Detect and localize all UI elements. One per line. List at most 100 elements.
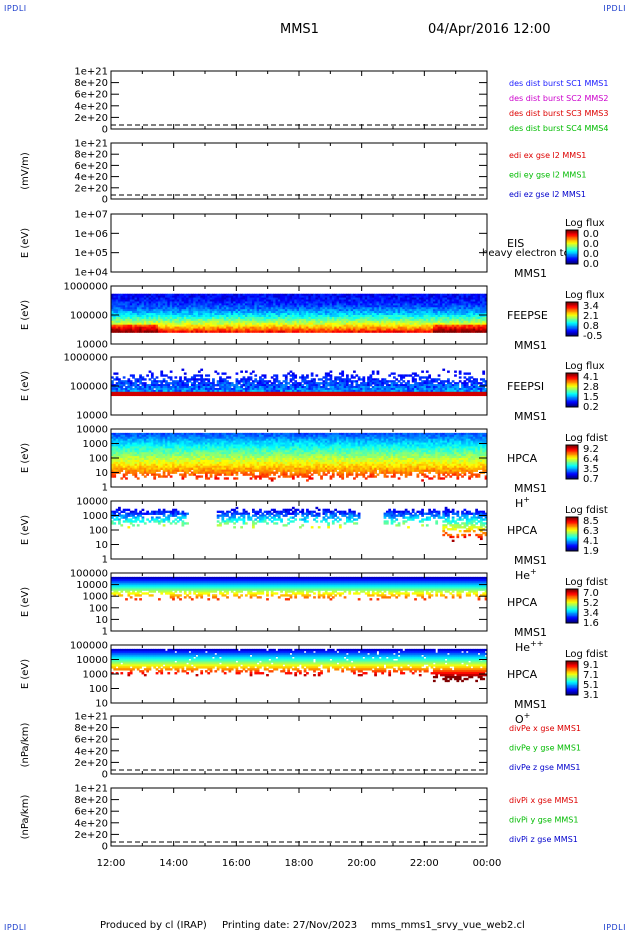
heatmap-cell xyxy=(390,301,394,304)
heatmap-cell xyxy=(141,293,145,297)
heatmap-cell xyxy=(393,299,396,302)
heatmap-cell xyxy=(367,326,370,329)
heatmap-cell xyxy=(331,313,335,316)
heatmap-cell xyxy=(329,293,333,297)
heatmap-cell xyxy=(153,386,157,389)
heatmap-cell xyxy=(400,309,403,312)
heatmap-cell xyxy=(313,318,316,322)
y-axis-label: E (eV) xyxy=(20,300,31,330)
heatmap-cell xyxy=(287,313,290,316)
heatmap-cell xyxy=(207,330,211,333)
heatmap-cell xyxy=(169,370,173,373)
heatmap-cell xyxy=(172,313,175,316)
heatmap-cell xyxy=(423,376,427,379)
heatmap-cell xyxy=(421,295,424,298)
heatmap-cell xyxy=(244,326,248,329)
heatmap-cell xyxy=(270,324,274,327)
heatmap-cell xyxy=(371,297,375,300)
heatmap-cell xyxy=(270,295,274,298)
heatmap-cell xyxy=(207,318,211,322)
heatmap-cell xyxy=(374,316,377,320)
heatmap-cell xyxy=(261,326,265,329)
heatmap-cell xyxy=(165,309,168,312)
heatmap-cell xyxy=(385,311,389,314)
heatmap-cell xyxy=(214,293,218,297)
heatmap-cell xyxy=(381,322,384,326)
heatmap-cell xyxy=(254,303,258,306)
heatmap-cell xyxy=(383,320,387,324)
heatmap-cell xyxy=(205,374,208,377)
heatmap-cell xyxy=(252,393,255,397)
colorbar-swatch xyxy=(566,241,578,244)
heatmap-cell xyxy=(291,309,295,312)
heatmap-cell xyxy=(369,324,373,327)
heatmap-cell xyxy=(320,301,323,304)
heatmap-cell xyxy=(395,378,399,381)
heatmap-cell xyxy=(125,330,128,333)
heatmap-cell xyxy=(291,297,295,300)
heatmap-cell xyxy=(409,293,413,297)
heatmap-cell xyxy=(148,297,152,300)
heatmap-cell xyxy=(353,393,356,397)
heatmap-cell xyxy=(256,328,260,331)
heatmap-cell xyxy=(122,305,126,308)
heatmap-cell xyxy=(148,393,152,397)
heatmap-cell xyxy=(472,330,476,333)
heatmap-cell xyxy=(233,307,236,310)
heatmap-cell xyxy=(242,320,246,324)
heatmap-cell xyxy=(235,303,239,306)
heatmap-cell xyxy=(338,293,342,297)
heatmap-cell xyxy=(115,372,119,375)
heatmap-cell xyxy=(254,324,258,327)
heatmap-cell xyxy=(216,297,220,300)
heatmap-cell xyxy=(146,301,149,304)
heatmap-cell xyxy=(301,318,305,322)
heatmap-cell xyxy=(369,299,373,302)
heatmap-cell xyxy=(122,320,126,324)
heatmap-cell xyxy=(143,378,147,381)
heatmap-cell xyxy=(118,318,121,322)
heatmap-cell xyxy=(442,393,446,397)
heatmap-cell xyxy=(371,295,375,298)
heatmap-cell xyxy=(291,313,295,316)
heatmap-cell xyxy=(223,295,227,298)
heatmap-cell xyxy=(329,297,333,300)
heatmap-cell xyxy=(216,384,220,387)
heatmap-cell xyxy=(343,299,347,302)
heatmap-cell xyxy=(256,307,260,310)
heatmap-cell xyxy=(216,393,220,397)
heatmap-cell xyxy=(169,303,173,306)
heatmap-cell xyxy=(268,380,272,383)
heatmap-cell xyxy=(385,324,389,327)
heatmap-cell xyxy=(270,305,274,308)
heatmap-cell xyxy=(414,305,417,308)
heatmap-cell xyxy=(172,309,175,312)
heatmap-cell xyxy=(331,320,335,324)
heatmap-cell xyxy=(226,297,229,300)
heatmap-cell xyxy=(261,318,265,322)
heatmap-cell xyxy=(134,305,138,308)
heatmap-cell xyxy=(275,295,279,298)
heatmap-cell xyxy=(327,330,330,333)
heatmap-cell xyxy=(202,316,206,320)
heatmap-cell xyxy=(179,293,182,297)
heatmap-cell xyxy=(195,318,199,322)
heatmap-cell xyxy=(282,374,286,377)
heatmap-cell xyxy=(320,330,323,333)
heatmap-cell xyxy=(409,326,413,329)
heatmap-cell xyxy=(219,307,222,310)
heatmap-cell xyxy=(270,307,274,310)
heatmap-cell xyxy=(127,324,131,327)
heatmap-cell xyxy=(179,313,182,316)
heatmap-cell xyxy=(364,309,368,312)
heatmap-cell xyxy=(143,303,147,306)
heatmap-cell xyxy=(277,293,281,297)
heatmap-cell xyxy=(400,318,403,322)
heatmap-cell xyxy=(277,299,281,302)
heatmap-cell xyxy=(244,297,248,300)
heatmap-cell xyxy=(240,311,243,314)
heatmap-cell xyxy=(115,301,119,304)
heatmap-cell xyxy=(233,309,236,312)
heatmap-cell xyxy=(296,328,300,331)
heatmap-cell xyxy=(456,393,460,397)
